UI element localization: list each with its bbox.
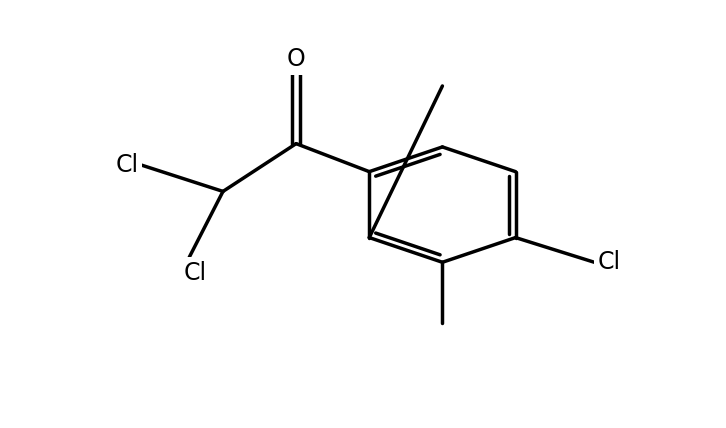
Text: Cl: Cl bbox=[115, 153, 139, 177]
Text: Cl: Cl bbox=[597, 250, 620, 274]
Text: Cl: Cl bbox=[183, 261, 206, 285]
Text: O: O bbox=[287, 47, 306, 71]
